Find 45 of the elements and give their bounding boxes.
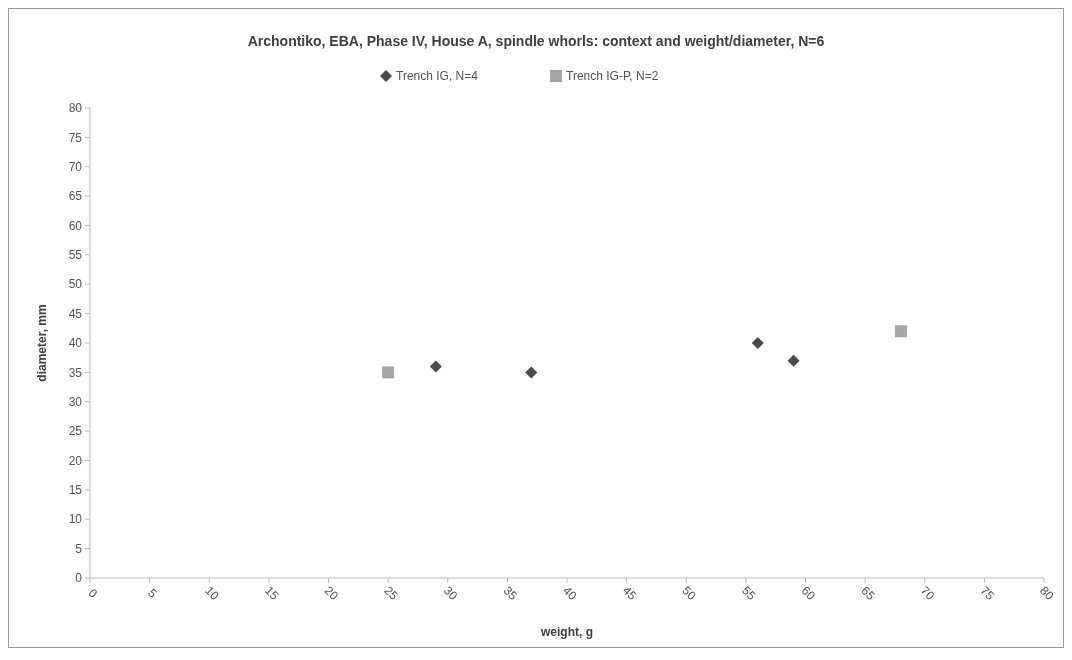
x-axis-title: weight, g [540,625,593,639]
legend-label: Trench IG, N=4 [396,69,479,84]
x-tick-label: 30 [440,583,461,604]
point [894,325,907,338]
chart-title: Archontiko, EBA, Phase IV, House A, spindle whorls: context and weight/diameter, N=6 [247,33,825,49]
y-tick-label: 45 [68,306,83,321]
y-tick-label: 25 [68,424,83,439]
x-tick-label: 5 [145,585,160,601]
y-axis-title: diameter, mm [35,304,49,382]
y-tick-label: 20 [68,453,83,468]
point [429,360,442,373]
x-tick-label: 40 [560,583,580,604]
point [787,354,800,367]
x-tick-label: 15 [262,583,282,604]
y-tick-label: 15 [68,483,83,498]
legend-label: Trench IG-P, N=2 [566,69,659,84]
x-tick-label: 80 [1037,583,1057,604]
x-tick-label: 10 [202,583,222,604]
x-tick-label: 70 [917,583,938,604]
y-tick-label: 5 [75,541,83,556]
x-tick-label: 0 [85,585,101,601]
y-tick-label: 10 [68,512,83,527]
point [751,337,764,349]
y-tick-label: 40 [68,336,83,351]
y-tick-label: 55 [68,248,83,263]
y-tick-label: 70 [68,159,83,174]
x-tick-label: 65 [858,583,878,604]
y-tick-label: 0 [75,571,83,586]
y-tick-label: 65 [68,189,83,204]
x-tick-label: 45 [619,583,640,604]
y-tick-label: 75 [68,130,83,145]
x-tick-label: 20 [321,583,342,604]
y-tick-label: 30 [68,394,83,409]
x-tick-label: 25 [381,583,401,604]
x-tick-label: 50 [679,583,699,604]
x-tick-label: 35 [500,583,521,604]
point [382,366,395,379]
x-tick-label: 55 [739,583,759,604]
y-tick-label: 80 [68,101,83,116]
y-tick-label: 35 [68,365,83,380]
point [525,366,538,379]
y-tick-label: 60 [68,218,83,233]
x-tick-label: 75 [977,583,998,604]
y-tick-label: 50 [68,277,83,292]
x-tick-label: 60 [798,583,819,604]
